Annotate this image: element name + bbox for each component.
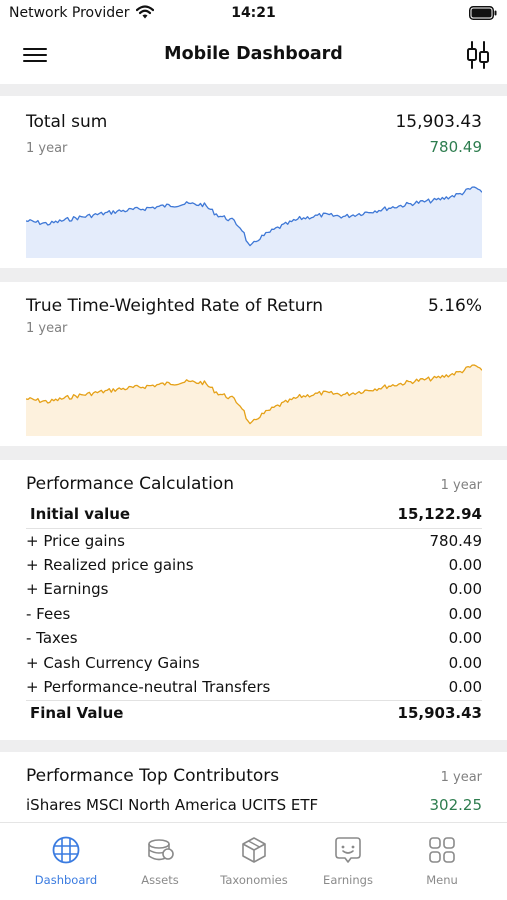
total-sum-sparkline	[26, 186, 482, 258]
total-sum-sparkline-line	[26, 186, 482, 247]
tab-menu[interactable]: Menu	[395, 835, 489, 887]
initial-value-amount: 15,122.94	[397, 505, 482, 523]
table-row: + Performance-neutral Transfers 0.00	[26, 678, 482, 696]
row-value: 0.00	[448, 556, 482, 574]
ttwror-sparkline-area	[26, 365, 482, 436]
table-row: + Cash Currency Gains 0.00	[26, 654, 482, 672]
row-label: + Earnings	[26, 580, 109, 598]
ttwror-period: 1 year	[26, 321, 68, 336]
row-value: 780.49	[429, 532, 483, 550]
hamburger-menu-icon[interactable]	[22, 43, 48, 67]
row-value: 0.00	[448, 678, 482, 696]
row-label: + Realized price gains	[26, 556, 194, 574]
section-divider	[0, 740, 507, 752]
row-label: + Cash Currency Gains	[26, 654, 200, 672]
navigation-bar: Mobile Dashboard	[0, 30, 507, 82]
performance-title: Performance Calculation	[26, 474, 234, 494]
tab-label: Dashboard	[34, 873, 98, 887]
coins-icon	[148, 839, 174, 861]
status-bar: Network Provider 14:21	[0, 0, 507, 30]
ttwror-sparkline-line	[26, 364, 482, 425]
top-contributors-card: Performance Top Contributors 1 year iSha…	[0, 752, 507, 822]
section-divider	[0, 446, 507, 460]
ttwror-label: True Time-Weighted Rate of Return	[26, 296, 324, 316]
row-label: - Fees	[26, 605, 71, 623]
row-value: 0.00	[448, 580, 482, 598]
table-divider	[26, 700, 482, 701]
tab-label: Assets	[141, 873, 179, 887]
contributor-name: iShares MSCI North America UCITS ETF	[26, 796, 319, 814]
earnings-icon	[335, 837, 361, 863]
total-sum-value: 15,903.43	[395, 112, 482, 132]
row-label: + Performance-neutral Transfers	[26, 678, 271, 696]
row-value: 0.00	[448, 654, 482, 672]
final-value-label: Final Value	[30, 704, 124, 722]
wifi-icon	[136, 5, 154, 19]
battery-icon	[469, 6, 497, 20]
globe-icon	[52, 836, 80, 864]
row-value: 0.00	[448, 605, 482, 623]
ttwror-value: 5.16%	[427, 296, 482, 316]
initial-value-label: Initial value	[30, 505, 131, 523]
tab-dashboard[interactable]: Dashboard	[19, 835, 113, 887]
total-sum-change: 780.49	[429, 138, 483, 156]
initial-value-row: Initial value 15,122.94	[26, 505, 482, 523]
table-row: - Fees 0.00	[26, 605, 482, 623]
performance-period[interactable]: 1 year	[440, 478, 482, 493]
table-row: + Price gains 780.49	[26, 532, 482, 550]
total-sum-sparkline-area	[26, 187, 482, 258]
ttwror-card[interactable]: True Time-Weighted Rate of Return 5.16% …	[0, 282, 507, 446]
total-sum-card[interactable]: Total sum 15,903.43 1 year 780.49	[0, 96, 507, 268]
tab-taxonomies[interactable]: Taxonomies	[207, 835, 301, 887]
row-label: + Price gains	[26, 532, 125, 550]
tab-label: Earnings	[323, 873, 373, 887]
section-divider	[0, 268, 507, 282]
performance-calculation-card: Performance Calculation 1 year Initial v…	[0, 460, 507, 740]
cube-icon	[242, 837, 266, 863]
tab-bar: Dashboard Assets Taxonomies Earnings	[0, 822, 507, 900]
table-row: - Taxes 0.00	[26, 629, 482, 647]
total-sum-label: Total sum	[26, 112, 108, 132]
contributor-row[interactable]: iShares MSCI North America UCITS ETF 302…	[26, 796, 482, 814]
clock: 14:21	[231, 5, 276, 21]
row-value: 0.00	[448, 629, 482, 647]
page-title: Mobile Dashboard	[164, 44, 343, 64]
contributors-period[interactable]: 1 year	[440, 770, 482, 785]
tab-label: Taxonomies	[220, 873, 288, 887]
final-value-row: Final Value 15,903.43	[26, 704, 482, 722]
total-sum-period: 1 year	[26, 141, 68, 156]
section-divider	[0, 84, 507, 96]
table-divider	[26, 528, 482, 529]
candlestick-filter-icon[interactable]	[465, 40, 491, 70]
row-label: - Taxes	[26, 629, 78, 647]
ttwror-sparkline	[26, 364, 482, 436]
contributor-value: 302.25	[429, 796, 483, 814]
tab-assets[interactable]: Assets	[113, 835, 207, 887]
grid-icon	[429, 837, 455, 863]
final-value-amount: 15,903.43	[397, 704, 482, 722]
contributors-title: Performance Top Contributors	[26, 766, 280, 786]
table-row: + Earnings 0.00	[26, 580, 482, 598]
table-row: + Realized price gains 0.00	[26, 556, 482, 574]
tab-label: Menu	[426, 873, 458, 887]
carrier-label: Network Provider	[9, 5, 130, 21]
tab-earnings[interactable]: Earnings	[301, 835, 395, 887]
